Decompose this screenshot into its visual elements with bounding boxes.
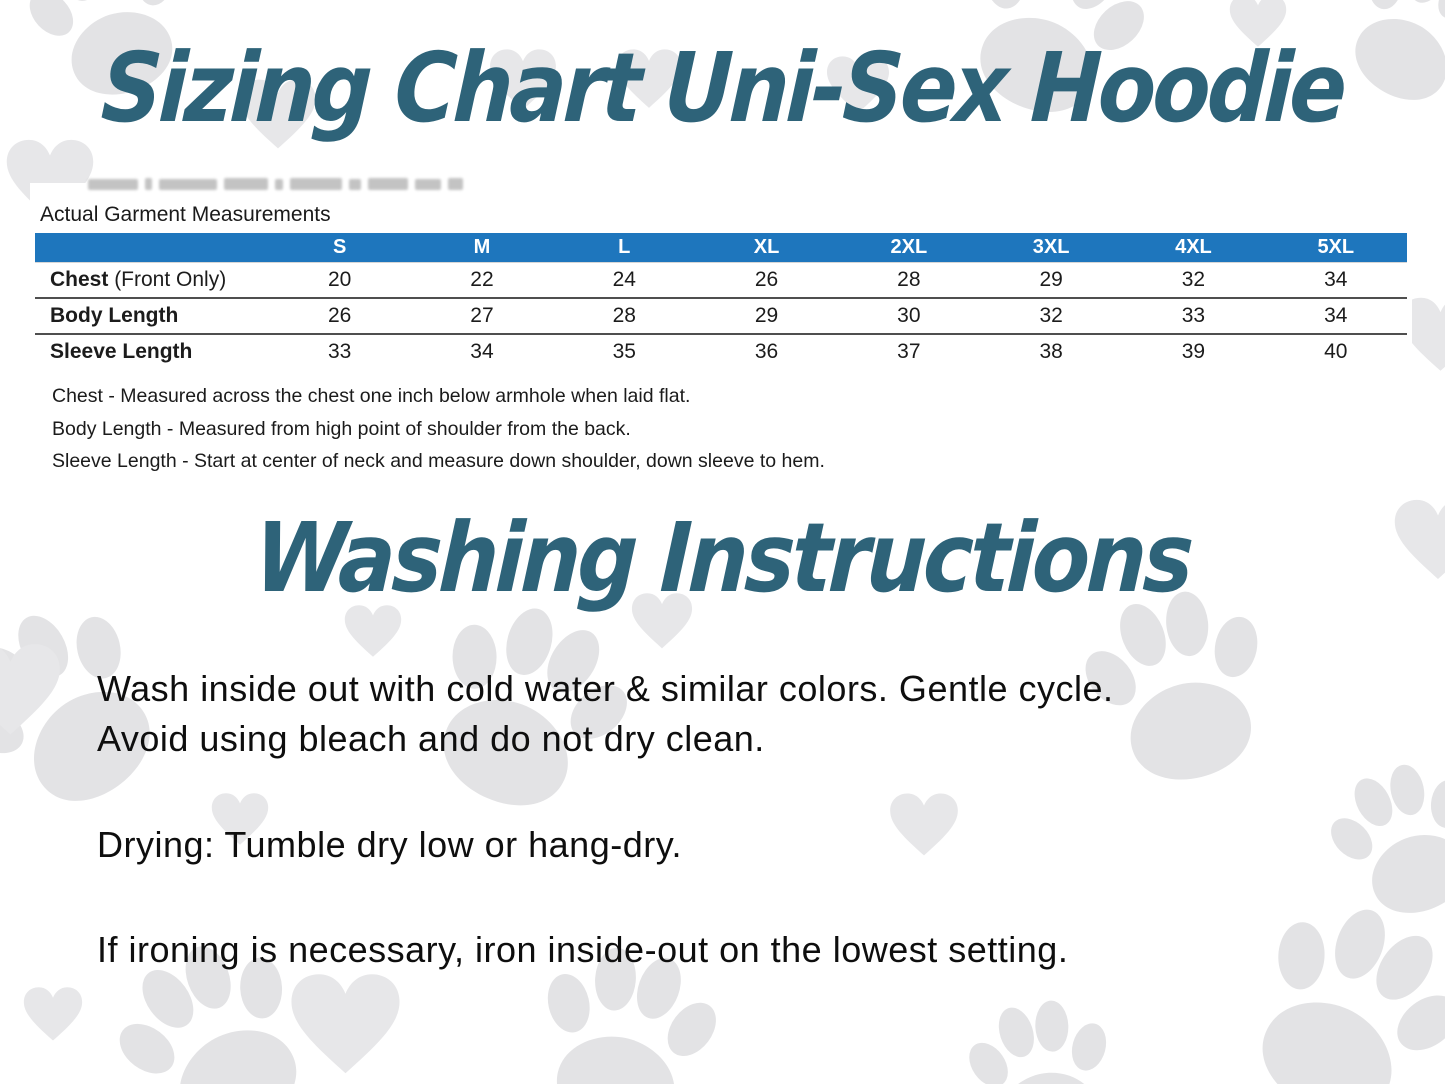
size-cell: 34 xyxy=(470,340,494,363)
size-column-header: S xyxy=(268,233,411,263)
heart-icon xyxy=(1394,499,1445,579)
size-column-header: 2XL xyxy=(837,233,980,263)
size-column-header: L xyxy=(553,233,696,263)
size-cell: 32 xyxy=(979,298,1123,335)
size-table-header-row: S M L XL 2XL 3XL 4XL 5XL xyxy=(35,233,1407,263)
washing-instructions: Wash inside out with cold water & simila… xyxy=(97,664,1114,975)
heart-icon xyxy=(0,644,60,735)
size-cell: 34 xyxy=(1264,262,1407,299)
size-cell: 32 xyxy=(1122,262,1265,299)
heart-icon xyxy=(291,974,400,1074)
size-column-header: 4XL xyxy=(1122,233,1265,263)
size-column-header: 3XL xyxy=(979,233,1123,263)
size-column-header: XL xyxy=(695,233,838,263)
size-column-header: M xyxy=(410,233,554,263)
washing-line: Wash inside out with cold water & simila… xyxy=(97,668,1114,709)
table-row-chest: Chest (Front Only) 20 22 24 26 28 29 32 … xyxy=(35,262,1407,299)
table-row-sleeve-length: Sleeve Length 33 34 35 36 37 38 39 40 xyxy=(35,334,1407,369)
washing-line: Avoid using bleach and do not dry clean. xyxy=(97,718,765,759)
row-label: Body Length xyxy=(35,298,269,335)
size-cell: 20 xyxy=(268,262,411,299)
table-row-body-length: Body Length 26 27 28 29 30 32 33 34 xyxy=(35,298,1407,335)
size-cell: 30 xyxy=(837,298,980,335)
size-cell: 35 xyxy=(612,340,636,363)
size-cell: 37 xyxy=(897,340,921,363)
size-cell: 26 xyxy=(695,262,838,299)
size-column-header: 5XL xyxy=(1264,233,1407,263)
size-cell: 33 xyxy=(327,340,352,363)
size-cell: 34 xyxy=(1264,298,1407,335)
size-cell: 28 xyxy=(553,298,696,335)
page-title: Sizing Chart Uni-Sex Hoodie xyxy=(99,32,1347,144)
measurement-notes: Chest - Measured across the chest one in… xyxy=(52,380,825,478)
table-caption: Actual Garment Measurements xyxy=(40,203,331,226)
size-cell: 40 xyxy=(1324,340,1348,363)
note-sleeve-length: Sleeve Length - Start at center of neck … xyxy=(52,450,825,472)
size-column-header-blank xyxy=(35,233,269,263)
note-body-length: Body Length - Measured from high point o… xyxy=(52,417,631,440)
size-cell: 29 xyxy=(979,262,1123,299)
size-cell: 38 xyxy=(1039,340,1063,363)
size-cell: 39 xyxy=(1181,340,1206,363)
row-label: Chest (Front Only) xyxy=(35,262,269,299)
heart-icon xyxy=(23,987,83,1041)
note-chest: Chest - Measured across the chest one in… xyxy=(52,385,691,407)
washing-line: Drying: Tumble dry low or hang-dry. xyxy=(97,824,683,865)
paw-print-icon xyxy=(1309,744,1445,935)
washing-line: If ironing is necessary, iron inside-out… xyxy=(97,929,1069,970)
washing-title: Washing Instructions xyxy=(252,502,1193,614)
size-cell: 29 xyxy=(695,298,838,335)
size-cell: 22 xyxy=(410,262,554,299)
paw-print-icon xyxy=(1209,871,1445,1084)
size-cell: 24 xyxy=(553,262,696,299)
row-label: Sleeve Length xyxy=(50,340,193,363)
size-cell: 36 xyxy=(754,340,779,363)
size-cell: 33 xyxy=(1122,298,1265,335)
size-cell: 26 xyxy=(268,298,411,335)
size-cell: 27 xyxy=(410,298,554,335)
size-cell: 28 xyxy=(837,262,980,299)
paw-print-icon xyxy=(954,988,1130,1084)
cropped-text-artifact xyxy=(88,176,498,190)
size-table: S M L XL 2XL 3XL 4XL 5XL Chest (Front On… xyxy=(35,233,1407,369)
